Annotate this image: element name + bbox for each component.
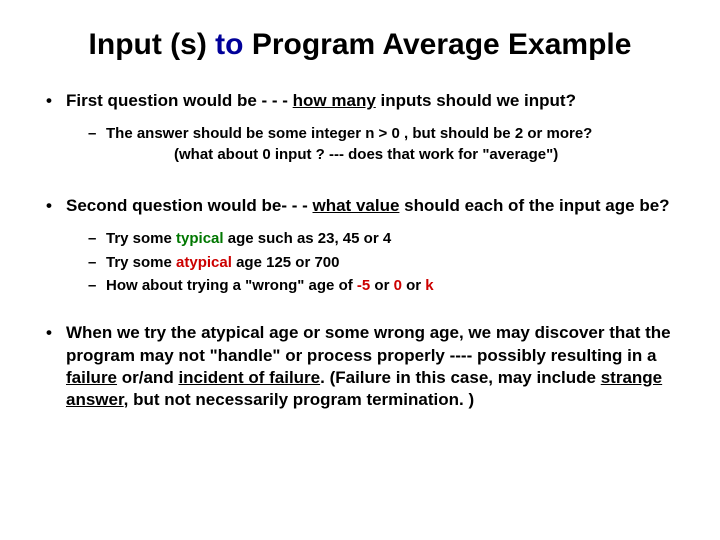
bullet-1-emph: how many (293, 91, 376, 110)
bullet-1-sub-1-line1: The answer should be some integer n > 0 … (106, 125, 592, 142)
bullet-2-sub-3c: or (370, 277, 393, 294)
title-part3: Program Average Example (244, 28, 632, 61)
bullet-2-sub-3f: k (425, 277, 433, 294)
title-part1: Input (s) (89, 28, 216, 61)
bullet-3g: , but not necessarily program terminatio… (124, 390, 474, 409)
bullet-2-sub-3e: or (402, 277, 425, 294)
slide: Input (s) to Program Average Example Fir… (0, 0, 720, 540)
bullet-1-sub-1-line2: (what about 0 input ? --- does that work… (106, 145, 680, 165)
bullet-2-sub-1b: typical (176, 230, 224, 247)
bullet-2-sub-2a: Try some (106, 254, 176, 271)
bullet-2-post: should each of the input age be? (399, 196, 669, 215)
bullet-1-pre: First question would be - - - (66, 91, 293, 110)
bullet-1-post: inputs should we input? (376, 91, 576, 110)
bullet-2-sub-2c: age 125 or 700 (232, 254, 340, 271)
bullet-2-sub-1a: Try some (106, 230, 176, 247)
bullet-2-sub-1c: age such as 23, 45 or 4 (224, 230, 392, 247)
bullet-3b: failure (66, 368, 117, 387)
bullet-3e: . (Failure in this case, may include (320, 368, 601, 387)
bullet-1-sublist: The answer should be some integer n > 0 … (66, 124, 680, 165)
bullet-2: Second question would be- - - what value… (66, 195, 680, 296)
bullet-list: First question would be - - - how many i… (40, 90, 680, 412)
bullet-1-sub-1: The answer should be some integer n > 0 … (106, 124, 680, 165)
bullet-3a: When we try the atypical age or some wro… (66, 323, 671, 364)
slide-title: Input (s) to Program Average Example (40, 28, 680, 62)
bullet-2-sub-3: How about trying a "wrong" age of -5 or … (106, 276, 680, 296)
bullet-2-pre: Second question would be- - - (66, 196, 313, 215)
bullet-3d: incident of failure (178, 368, 320, 387)
bullet-2-sublist: Try some typical age such as 23, 45 or 4… (66, 229, 680, 296)
bullet-2-sub-1: Try some typical age such as 23, 45 or 4 (106, 229, 680, 249)
bullet-1: First question would be - - - how many i… (66, 90, 680, 165)
bullet-2-sub-2: Try some atypical age 125 or 700 (106, 253, 680, 273)
bullet-3: When we try the atypical age or some wro… (66, 322, 680, 412)
bullet-2-sub-3b: -5 (357, 277, 370, 294)
bullet-3c: or/and (117, 368, 178, 387)
bullet-2-sub-3a: How about trying a "wrong" age of (106, 277, 357, 294)
bullet-2-emph: what value (313, 196, 400, 215)
bullet-2-sub-2b: atypical (176, 254, 232, 271)
bullet-2-sub-3d: 0 (394, 277, 402, 294)
title-part2: to (215, 28, 243, 61)
